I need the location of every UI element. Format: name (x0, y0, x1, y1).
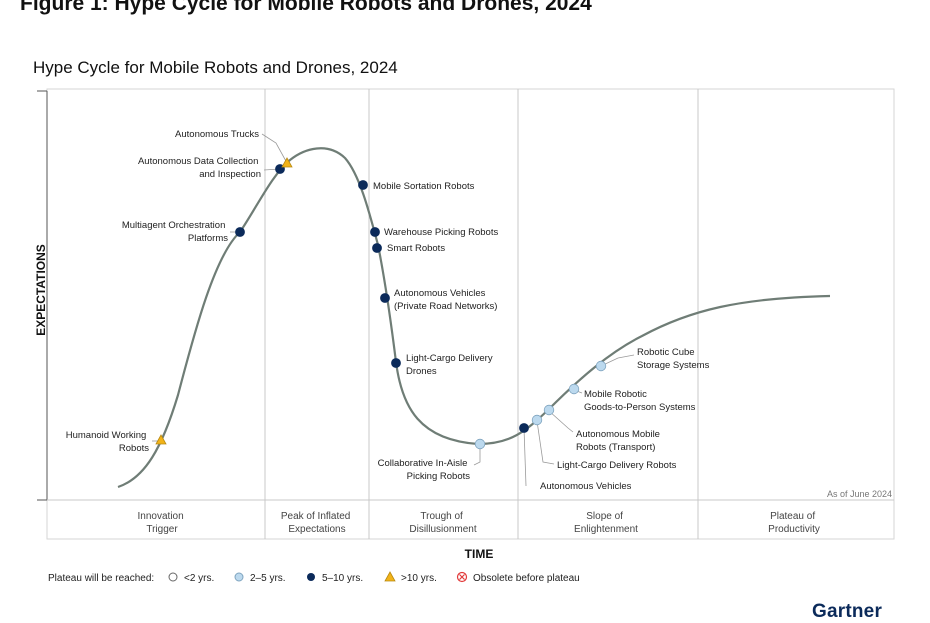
legend-label-5to10: 5–10 yrs. (322, 573, 363, 584)
tech-label-mobile-robotic-goods-to-person: Mobile Robotic Goods-to-Person Systems (584, 389, 696, 413)
legend-label-gt10: >10 yrs. (401, 573, 437, 584)
tech-label-autonomous-vehicles: Autonomous Vehicles (540, 481, 632, 492)
tech-label-autonomous-data-collection: Autonomous Data Collection and Inspectio… (138, 156, 261, 180)
legend-label-lt2: <2 yrs. (184, 573, 214, 584)
phase-innovation-trigger: Innovation Trigger (138, 511, 187, 535)
legend: Plateau will be reached: <2 yrs. 2–5 yrs… (48, 571, 580, 584)
legend-marker-5to10 (307, 573, 315, 581)
tech-marker-autonomous-trucks (281, 157, 293, 168)
tech-marker-robotic-cube-storage (595, 360, 607, 372)
legend-marker-2to5 (234, 572, 244, 582)
leader-autonomous-trucks (261, 133, 288, 164)
tech-label-robotic-cube-storage: Robotic Cube Storage Systems (637, 347, 710, 371)
legend-marker-obsolete (456, 571, 468, 583)
tech-marker-light-cargo-delivery-robots (531, 414, 543, 426)
tech-marker-mobile-sortation-robots (358, 180, 368, 190)
phase-plateau-of-productivity: Plateau of Productivity (768, 511, 820, 535)
tech-label-autonomous-mobile-robots: Autonomous Mobile Robots (Transport) (576, 429, 663, 453)
leader-robotic-cube-storage (600, 354, 635, 367)
tech-marker-autonomous-vehicles-private-roads (380, 293, 390, 303)
tech-marker-autonomous-vehicles (519, 423, 529, 433)
tech-marker-collaborative-in-aisle (474, 438, 486, 450)
diagram-title: Hype Cycle for Mobile Robots and Drones,… (33, 58, 398, 77)
as-of-date: As of June 2024 (827, 489, 892, 499)
leader-light-cargo-delivery-robots (536, 420, 555, 465)
x-axis-label: TIME (465, 547, 494, 561)
phase-trough-of-disillusionment: Trough of Disillusionment (409, 511, 476, 535)
tech-marker-smart-robots (372, 243, 382, 253)
tech-marker-warehouse-picking-robots (370, 227, 380, 237)
leader-collaborative-in-aisle (473, 446, 481, 466)
legend-marker-lt2 (168, 572, 178, 582)
phase-slope-of-enlightenment: Slope of Enlightenment (574, 511, 638, 535)
tech-label-humanoid-working-robots: Humanoid Working Robots (66, 430, 150, 454)
legend-marker-gt10 (384, 571, 396, 582)
legend-title: Plateau will be reached: (48, 573, 154, 584)
tech-label-autonomous-vehicles-private-roads: Autonomous Vehicles (Private Road Networ… (394, 288, 497, 312)
tech-marker-multiagent-orchestration (235, 227, 245, 237)
tech-label-collaborative-in-aisle: Collaborative In-Aisle Picking Robots (378, 458, 471, 482)
gartner-logo: Gartner (812, 601, 883, 622)
legend-label-obsolete: Obsolete before plateau (473, 573, 580, 584)
leader-autonomous-vehicles (523, 427, 527, 487)
tech-marker-mobile-robotic-goods-to-person (568, 383, 580, 395)
tech-label-smart-robots: Smart Robots (387, 243, 445, 254)
tech-label-light-cargo-delivery-drones: Light-Cargo Delivery Drones (406, 353, 495, 377)
tech-label-multiagent-orchestration: Multiagent Orchestration Platforms (122, 220, 228, 244)
figure-heading: Figure 1: Hype Cycle for Mobile Robots a… (20, 0, 592, 15)
phase-peak-of-inflated-expectations: Peak of Inflated Expectations (281, 511, 353, 535)
tech-marker-autonomous-mobile-robots (543, 404, 555, 416)
tech-label-warehouse-picking-robots: Warehouse Picking Robots (384, 227, 498, 238)
leader-autonomous-mobile-robots (548, 410, 574, 433)
tech-label-mobile-sortation-robots: Mobile Sortation Robots (373, 181, 475, 192)
tech-label-autonomous-trucks: Autonomous Trucks (175, 129, 259, 140)
tech-label-light-cargo-delivery-robots: Light-Cargo Delivery Robots (557, 460, 677, 471)
legend-label-2to5: 2–5 yrs. (250, 573, 286, 584)
tech-marker-light-cargo-delivery-drones (391, 358, 401, 368)
y-axis-label: EXPECTATIONS (34, 244, 48, 336)
tech-marker-humanoid-working-robots (155, 434, 167, 445)
hype-curve (117, 147, 831, 489)
